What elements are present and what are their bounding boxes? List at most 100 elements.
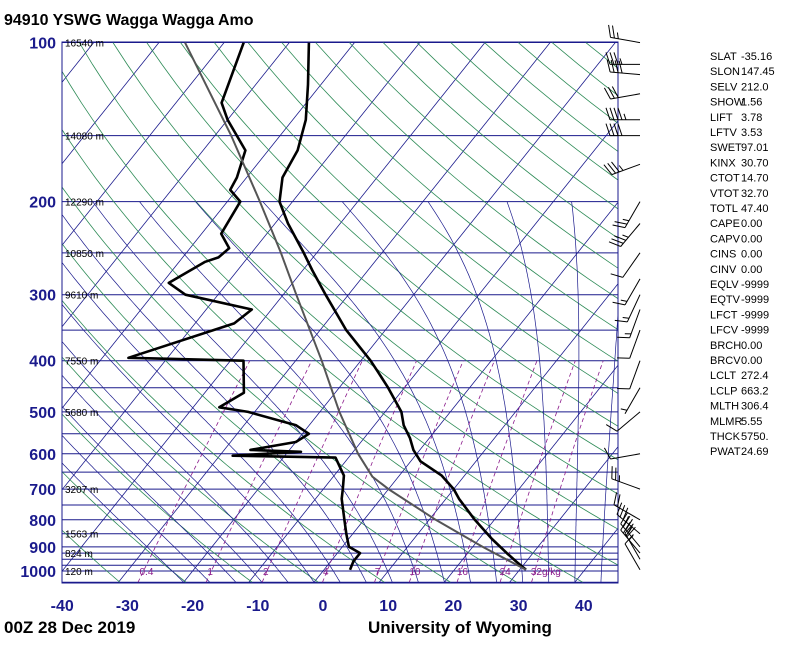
index-value: 5.55 bbox=[741, 416, 762, 428]
index-value: 212.0 bbox=[741, 81, 769, 93]
pressure-tick-label: 500 bbox=[29, 405, 56, 422]
height-label: 120 m bbox=[65, 567, 93, 578]
wind-barb-feather bbox=[614, 124, 618, 136]
wind-barb-feather bbox=[620, 58, 622, 64]
isotherm-line bbox=[0, 43, 289, 583]
wind-barb-feather bbox=[611, 274, 623, 278]
pressure-tick-label: 100 bbox=[29, 36, 56, 53]
mixing-ratio-label: 32g/kg bbox=[531, 567, 561, 578]
moist-adiabat-line bbox=[93, 202, 393, 583]
index-value: 306.4 bbox=[741, 401, 769, 413]
wind-barb-feather bbox=[609, 25, 611, 38]
height-label: 9610 m bbox=[65, 291, 98, 302]
index-name: SHOW bbox=[710, 97, 745, 109]
height-label: 16540 m bbox=[65, 39, 104, 50]
wind-barb-feather bbox=[623, 318, 629, 319]
index-value: -9999 bbox=[741, 309, 769, 321]
index-value: 0.00 bbox=[741, 218, 762, 230]
dry-adiabat-line bbox=[46, 43, 649, 583]
wind-barb-feather bbox=[615, 320, 628, 322]
index-name: EQTV bbox=[710, 294, 741, 306]
wind-barb bbox=[604, 162, 640, 175]
isotherm-line bbox=[0, 43, 159, 583]
height-label: 10850 m bbox=[65, 249, 104, 260]
mixing-ratio-line bbox=[262, 361, 362, 583]
wind-barb-feather bbox=[618, 108, 622, 120]
wind-barb-shaft bbox=[611, 454, 641, 459]
index-value: 14.70 bbox=[741, 173, 769, 185]
temperature-tick-label: 20 bbox=[445, 598, 463, 615]
temperature-tick-label: -10 bbox=[246, 598, 269, 615]
wind-barb-feather bbox=[613, 225, 625, 228]
pressure-tick-label: 900 bbox=[29, 540, 56, 557]
wind-barb bbox=[615, 295, 640, 322]
wind-barb-feather bbox=[609, 242, 621, 247]
index-value: 663.2 bbox=[741, 385, 769, 397]
wind-barb-shaft bbox=[617, 412, 640, 431]
index-name: LIFT bbox=[710, 112, 733, 124]
temperature-tick-label: 30 bbox=[510, 598, 528, 615]
height-label: 824 m bbox=[65, 549, 93, 560]
wind-barb bbox=[621, 388, 640, 414]
wind-barb-feather bbox=[623, 235, 629, 237]
wind-barb-shaft bbox=[630, 361, 640, 389]
wind-barb-feather bbox=[612, 239, 624, 244]
index-value: 97.01 bbox=[741, 142, 769, 154]
index-name: VTOT bbox=[710, 188, 739, 200]
plot-frame bbox=[62, 42, 618, 583]
mixing-ratio-line bbox=[206, 361, 312, 583]
index-name: KINX bbox=[710, 157, 736, 169]
height-label: 3207 m bbox=[65, 485, 98, 496]
index-name: CTOT bbox=[710, 173, 740, 185]
wind-barb-feather bbox=[617, 33, 618, 39]
index-name: LFCT bbox=[710, 309, 738, 321]
wind-barb-shaft bbox=[623, 253, 640, 278]
index-name: LCLT bbox=[710, 370, 736, 382]
dry-adiabat-line bbox=[0, 43, 120, 583]
isotherm-line bbox=[0, 43, 94, 583]
wind-barb-feather bbox=[614, 108, 618, 120]
wind-barb-feather bbox=[613, 26, 615, 39]
wind-barb bbox=[604, 87, 640, 100]
mixing-ratio-line bbox=[457, 361, 537, 583]
pressure-tick-label: 600 bbox=[29, 447, 56, 464]
index-name: LFTV bbox=[710, 127, 738, 139]
wind-barbs bbox=[604, 25, 640, 570]
index-value: 0.00 bbox=[741, 233, 762, 245]
mixing-ratio-label: 24 bbox=[500, 567, 512, 578]
dry-adiabat-line bbox=[181, 43, 800, 583]
index-name: SELV bbox=[710, 81, 738, 93]
wind-barb bbox=[621, 519, 640, 553]
index-name: THCK bbox=[710, 431, 741, 443]
wind-barb bbox=[612, 466, 640, 489]
dry-adiabat-line bbox=[0, 43, 384, 583]
mixing-ratio-label: 4 bbox=[323, 567, 329, 578]
pressure-tick-label: 200 bbox=[29, 195, 56, 212]
wind-barb-shaft bbox=[612, 479, 640, 489]
wind-barb-shaft bbox=[625, 279, 640, 305]
height-label: 1563 m bbox=[65, 530, 98, 541]
mixing-ratio-line bbox=[500, 361, 575, 583]
wind-barb-shaft bbox=[611, 94, 641, 99]
wind-barb bbox=[617, 310, 640, 338]
wind-barb bbox=[613, 202, 640, 228]
index-value: 3.53 bbox=[741, 127, 762, 139]
wind-barb-feather bbox=[624, 114, 626, 120]
wind-barb-shaft bbox=[610, 72, 640, 75]
index-value: -9999 bbox=[741, 279, 769, 291]
index-name: CINS bbox=[710, 249, 736, 261]
index-name: SLON bbox=[710, 66, 740, 78]
dry-adiabat-line bbox=[0, 43, 54, 583]
index-value: 24.69 bbox=[741, 446, 769, 458]
mixing-ratio-label: 16 bbox=[457, 567, 469, 578]
temperature-tick-label: -20 bbox=[181, 598, 204, 615]
index-name: LFCV bbox=[710, 325, 739, 337]
index-value: 32.70 bbox=[741, 188, 769, 200]
wind-barb-shaft bbox=[625, 388, 640, 414]
mixing-ratio-label: 7 bbox=[375, 567, 381, 578]
index-value: 47.40 bbox=[741, 203, 769, 215]
index-value: 0.00 bbox=[741, 355, 762, 367]
mixing-ratio-label: 2 bbox=[263, 567, 269, 578]
index-value: 0.00 bbox=[741, 249, 762, 261]
isotherm-line bbox=[249, 43, 681, 583]
